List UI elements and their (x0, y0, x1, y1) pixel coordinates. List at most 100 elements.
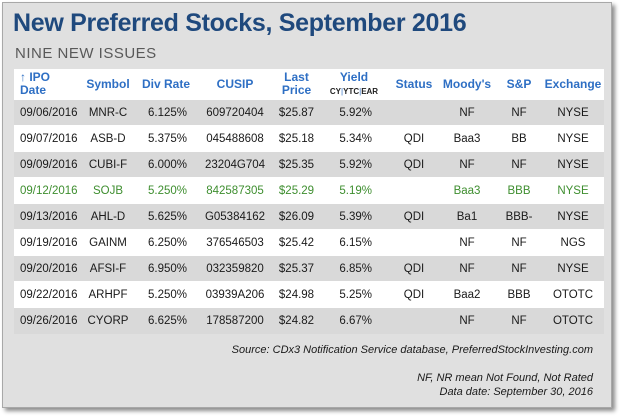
cusip-cell: 03939A206 (195, 281, 275, 308)
table-row[interactable]: 09/22/2016 ARHPF 5.250% 03939A206 $24.98 5.25… (14, 281, 604, 308)
symbol-cell: AHL-D (79, 203, 137, 230)
sp-rating-cell: BBB (496, 281, 542, 308)
header-exchange-label: Exchange (544, 76, 602, 91)
moodys-cell: Baa2 (438, 281, 496, 308)
exchange-cell: NYSE (542, 203, 604, 230)
last-price-cell: $26.09 (275, 203, 318, 230)
yield-sub-sep2: | (359, 86, 362, 96)
status-cell: QDI (390, 255, 438, 282)
table-row[interactable]: 09/09/2016 CUBI-F 6.000% 23204G704 $25.35 5.9… (14, 151, 604, 178)
ipo-date-cell: 09/20/2016 (14, 255, 79, 282)
moodys-cell: NF (438, 151, 496, 178)
table-row[interactable]: 09/07/2016 ASB-D 5.375% 045488608 $25.18 5.34… (14, 125, 604, 152)
sp-rating-cell: BBB- (496, 203, 542, 230)
symbol-cell: CYORP (79, 307, 137, 334)
yield-sub-sep1: | (341, 86, 344, 96)
yield-cell: 5.34% (318, 125, 390, 152)
last-price-cell: $25.35 (275, 151, 318, 178)
moodys-cell: NF (438, 255, 496, 282)
symbol-cell: AFSI-F (79, 255, 137, 282)
sp-rating-cell: BB (496, 125, 542, 152)
yield-cell: 6.85% (318, 255, 390, 282)
table-row[interactable]: 09/26/2016 CYORP 6.625% 178587200 $24.82 6.67… (14, 307, 604, 334)
last-price-cell: $24.98 (275, 281, 318, 308)
last-price-cell: $25.18 (275, 125, 318, 152)
rating-legend-note: NF, NR mean Not Found, Not Rated (417, 372, 593, 384)
exchange-cell: NYSE (542, 255, 604, 282)
moodys-cell: NF (438, 99, 496, 126)
table-row[interactable]: 09/12/2016 SOJB 5.250% 842587305 $25.29 5.19%… (14, 177, 604, 204)
table-row[interactable]: 09/13/2016 AHL-D 5.625% G05384162 $26.09 5.39… (14, 203, 604, 230)
yield-cell: 5.19% (318, 177, 390, 204)
header-yield[interactable]: Yield CY|YTC|EAR (318, 69, 390, 100)
last-price-cell: $25.37 (275, 255, 318, 282)
yield-cell: 6.67% (318, 307, 390, 334)
ipo-date-cell: 09/09/2016 (14, 151, 79, 178)
preferred-stocks-table: ↑ IPO Date Symbol Div Rate CUSIP Last Pri… (14, 69, 604, 334)
table-body: 09/06/2016 MNR-C 6.125% 609720404 $25.87 5.92… (14, 99, 604, 334)
ipo-date-cell: 09/06/2016 (14, 99, 79, 126)
exchange-cell: NYSE (542, 151, 604, 178)
source-note: Source: CDx3 Notification Service databa… (231, 344, 593, 356)
div-rate-cell: 5.250% (137, 281, 195, 308)
last-price-cell: $25.29 (275, 177, 318, 204)
header-last-price-line2: Price (281, 83, 312, 97)
sp-rating-cell: NF (496, 255, 542, 282)
status-cell: QDI (390, 203, 438, 230)
header-div-rate[interactable]: Div Rate (137, 69, 195, 100)
status-cell (390, 229, 438, 256)
moodys-cell: Baa3 (438, 177, 496, 204)
yield-sub-ear: EAR (361, 86, 379, 96)
status-cell (390, 177, 438, 204)
status-cell: QDI (390, 151, 438, 178)
header-yield-sub: CY|YTC|EAR (330, 87, 378, 96)
table-row[interactable]: 09/19/2016 GAINM 6.250% 376546503 $25.42 6.15… (14, 229, 604, 256)
last-price-cell: $25.42 (275, 229, 318, 256)
sp-rating-cell: NF (496, 99, 542, 126)
yield-cell: 5.25% (318, 281, 390, 308)
status-cell: QDI (390, 125, 438, 152)
ipo-date-cell: 09/13/2016 (14, 203, 79, 230)
div-rate-cell: 5.250% (137, 177, 195, 204)
header-status[interactable]: Status (390, 69, 438, 100)
exchange-cell: OTOTC (542, 281, 604, 308)
sp-rating-cell: NF (496, 229, 542, 256)
last-price-cell: $25.87 (275, 99, 318, 126)
moodys-cell: Baa3 (438, 125, 496, 152)
cusip-cell: 609720404 (195, 99, 275, 126)
header-ipo-date-label: ↑ IPO Date (20, 70, 51, 97)
div-rate-cell: 5.375% (137, 125, 195, 152)
header-ipo-date[interactable]: ↑ IPO Date (14, 69, 79, 100)
yield-cell: 6.15% (318, 229, 390, 256)
header-sp[interactable]: S&P (496, 69, 542, 100)
div-rate-cell: 6.250% (137, 229, 195, 256)
ipo-date-cell: 09/19/2016 (14, 229, 79, 256)
div-rate-cell: 6.625% (137, 307, 195, 334)
cusip-cell: 23204G704 (195, 151, 275, 178)
table-row[interactable]: 09/20/2016 AFSI-F 6.950% 032359820 $25.37 6.8… (14, 255, 604, 282)
table-header-row: ↑ IPO Date Symbol Div Rate CUSIP Last Pri… (14, 69, 604, 100)
cusip-cell: 376546503 (195, 229, 275, 256)
header-cusip[interactable]: CUSIP (195, 69, 275, 100)
symbol-cell: SOJB (79, 177, 137, 204)
table-row[interactable]: 09/06/2016 MNR-C 6.125% 609720404 $25.87 5.92… (14, 99, 604, 126)
header-exchange[interactable]: Exchange (542, 69, 604, 100)
yield-sub-cy: CY (329, 86, 342, 96)
header-last-price-line1: Last (284, 70, 309, 84)
header-sp-label: S&P (506, 76, 532, 91)
header-moodys[interactable]: Moody's (438, 69, 496, 100)
cusip-cell: 032359820 (195, 255, 275, 282)
data-date-note: Data date: September 30, 2016 (439, 386, 594, 398)
moodys-cell: NF (438, 229, 496, 256)
header-symbol[interactable]: Symbol (79, 69, 137, 100)
ipo-date-cell: 09/22/2016 (14, 281, 79, 308)
symbol-cell: MNR-C (79, 99, 137, 126)
header-moodys-label: Moody's (442, 76, 492, 91)
yield-cell: 5.39% (318, 203, 390, 230)
div-rate-cell: 6.125% (137, 99, 195, 126)
header-cusip-label: CUSIP (216, 76, 254, 91)
page-title: New Preferred Stocks, September 2016 (13, 9, 467, 37)
div-rate-cell: 6.000% (137, 151, 195, 178)
header-last-price[interactable]: Last Price (275, 69, 318, 100)
div-rate-cell: 5.625% (137, 203, 195, 230)
